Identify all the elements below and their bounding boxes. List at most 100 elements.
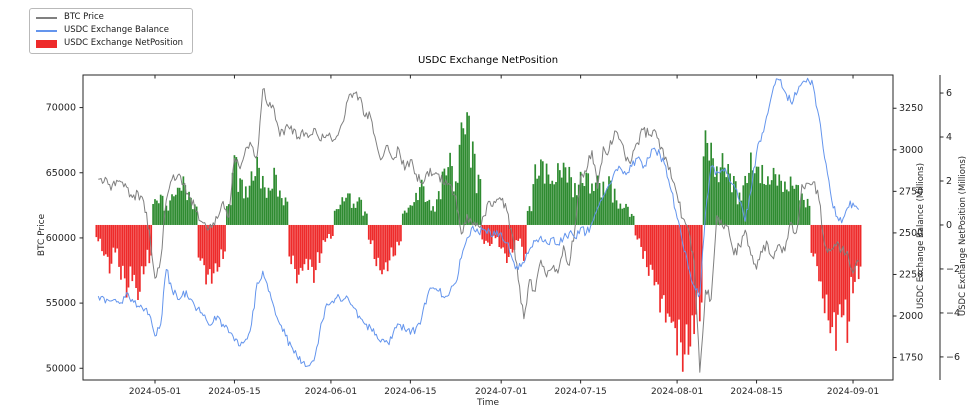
netposition-bar bbox=[541, 161, 544, 225]
netposition-bar bbox=[415, 192, 417, 225]
legend-item-0: BTC Price bbox=[36, 13, 183, 22]
netposition-bar bbox=[116, 224, 119, 249]
netposition-bar bbox=[284, 197, 287, 225]
netposition-bar bbox=[252, 180, 255, 225]
netposition-bar bbox=[827, 224, 830, 321]
netposition-bar bbox=[199, 224, 202, 261]
netposition-bar bbox=[594, 182, 597, 225]
netposition-bar bbox=[797, 185, 800, 225]
netposition-bar bbox=[583, 186, 586, 225]
netposition-bar bbox=[693, 224, 695, 335]
netposition-bar bbox=[816, 224, 818, 267]
netposition-bar bbox=[356, 201, 359, 225]
netposition-bar bbox=[763, 183, 765, 225]
netposition-bar bbox=[613, 188, 616, 225]
netposition-bar bbox=[644, 224, 646, 252]
netposition-bar bbox=[820, 224, 822, 282]
netposition-bar bbox=[339, 204, 342, 225]
netposition-bar bbox=[502, 224, 504, 248]
netposition-bar bbox=[759, 183, 762, 225]
y-tick-label-btc: 70000 bbox=[46, 103, 76, 114]
netposition-bar bbox=[803, 199, 805, 225]
netposition-bar bbox=[708, 160, 711, 225]
netposition-bar bbox=[201, 224, 204, 259]
netposition-bar bbox=[859, 224, 862, 267]
netposition-bar bbox=[855, 224, 858, 266]
netposition-bar bbox=[97, 224, 100, 242]
netposition-bar bbox=[611, 202, 614, 225]
netposition-bar bbox=[197, 224, 200, 258]
netposition-bar bbox=[852, 224, 854, 294]
y-tick-label-balance: 2250 bbox=[899, 269, 923, 280]
netposition-bar bbox=[290, 224, 293, 265]
netposition-bar bbox=[511, 224, 514, 253]
netposition-bar bbox=[193, 204, 196, 225]
netposition-bar bbox=[577, 184, 580, 225]
netposition-bar bbox=[602, 181, 605, 225]
netposition-bar bbox=[256, 156, 258, 225]
y-tick-label-netposition: 4 bbox=[946, 132, 952, 143]
netposition-bar bbox=[543, 183, 546, 225]
netposition-bar bbox=[804, 207, 807, 225]
netposition-bar bbox=[294, 224, 296, 270]
netposition-bar bbox=[456, 182, 459, 225]
netposition-bar bbox=[318, 224, 321, 263]
netposition-bar bbox=[413, 202, 415, 225]
netposition-bar bbox=[411, 205, 414, 225]
netposition-bar bbox=[152, 204, 154, 225]
netposition-bar bbox=[437, 191, 440, 225]
netposition-bar bbox=[481, 224, 484, 240]
netposition-bar bbox=[596, 175, 599, 225]
netposition-bar bbox=[441, 171, 444, 225]
netposition-bar bbox=[572, 197, 574, 225]
netposition-bar bbox=[462, 128, 465, 225]
netposition-bar bbox=[733, 175, 735, 225]
netposition-bar bbox=[683, 224, 686, 355]
netposition-bar bbox=[384, 224, 387, 263]
netposition-bar bbox=[282, 205, 285, 225]
netposition-bar bbox=[301, 224, 304, 271]
netposition-bar bbox=[524, 224, 527, 254]
netposition-bar bbox=[401, 213, 404, 225]
netposition-bar bbox=[787, 191, 790, 225]
netposition-bar bbox=[579, 171, 582, 225]
netposition-bar bbox=[663, 224, 665, 296]
y-tick-label-balance: 1750 bbox=[899, 353, 923, 364]
netposition-bar bbox=[789, 176, 792, 225]
netposition-bar bbox=[174, 194, 177, 225]
netposition-bar bbox=[451, 166, 453, 225]
netposition-bar bbox=[617, 208, 620, 225]
netposition-bar bbox=[848, 224, 851, 322]
netposition-bar bbox=[428, 199, 431, 225]
netposition-bar bbox=[273, 167, 276, 225]
netposition-bar bbox=[381, 224, 383, 275]
netposition-bar bbox=[509, 224, 512, 249]
netposition-bar bbox=[850, 224, 852, 277]
netposition-bar bbox=[634, 224, 637, 236]
legend: BTC Price USDC Exchange Balance USDC Excha… bbox=[29, 8, 194, 54]
netposition-bar bbox=[366, 213, 368, 225]
x-tick-label: 2024-05-01 bbox=[129, 387, 181, 397]
netposition-bar bbox=[271, 188, 274, 225]
netposition-bar bbox=[717, 182, 720, 225]
netposition-bar bbox=[349, 193, 351, 225]
legend-swatch-line bbox=[36, 16, 57, 19]
netposition-bar bbox=[167, 210, 170, 225]
netposition-bar bbox=[386, 224, 389, 272]
netposition-bar bbox=[133, 224, 136, 275]
y-tick-label-balance: 3000 bbox=[899, 145, 923, 156]
y-tick-label-btc: 55000 bbox=[46, 298, 76, 309]
netposition-bar bbox=[475, 193, 478, 225]
netposition-bar bbox=[523, 224, 525, 261]
netposition-bar bbox=[557, 163, 559, 225]
netposition-bar bbox=[642, 224, 644, 259]
x-tick-label: 2024-07-15 bbox=[554, 387, 606, 397]
netposition-bar bbox=[362, 215, 364, 225]
netposition-bar bbox=[521, 224, 523, 247]
netposition-bar bbox=[114, 224, 117, 253]
y-tick-label-netposition: −4 bbox=[946, 308, 960, 319]
netposition-bar bbox=[498, 224, 501, 248]
y-tick-label-netposition: 6 bbox=[946, 88, 952, 99]
netposition-bar bbox=[178, 187, 181, 225]
netposition-bar bbox=[343, 201, 346, 225]
